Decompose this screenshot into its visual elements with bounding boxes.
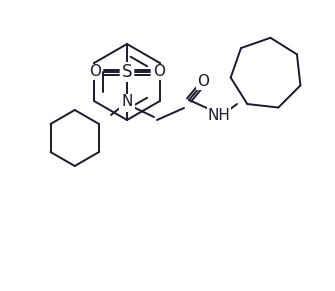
Text: O: O: [197, 74, 209, 90]
Text: O: O: [89, 65, 101, 79]
Text: N: N: [121, 95, 133, 109]
Text: S: S: [122, 63, 132, 81]
Text: O: O: [153, 65, 165, 79]
Text: S: S: [122, 63, 132, 81]
Text: O: O: [89, 65, 101, 79]
Text: NH: NH: [208, 107, 230, 123]
Text: Cl: Cl: [120, 97, 134, 111]
Text: O: O: [153, 65, 165, 79]
